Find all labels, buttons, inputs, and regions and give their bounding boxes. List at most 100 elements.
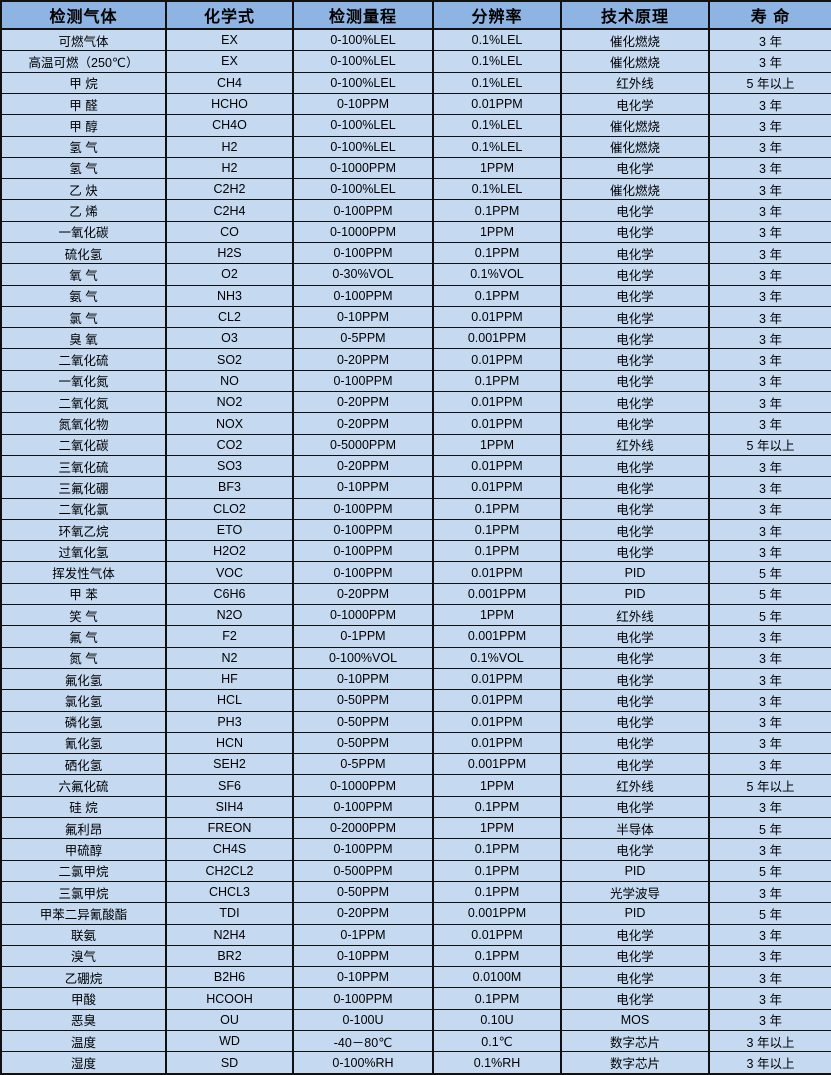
cell-range: 0-1000PPM	[292, 774, 434, 797]
cell-principle: 电化学	[560, 646, 710, 669]
cell-range: 0-50PPM	[292, 731, 434, 755]
cell-formula: FREON	[165, 817, 294, 840]
cell-range: 0-10PPM	[292, 944, 434, 968]
cell-gas: 联氨	[0, 923, 167, 946]
cell-formula: SIH4	[165, 795, 294, 819]
cell-lifespan: 3 年	[708, 50, 831, 73]
cell-lifespan: 3 年	[708, 923, 831, 946]
cell-formula: C2H2	[165, 178, 294, 201]
cell-lifespan: 3 年	[708, 880, 831, 904]
cell-range: 0-100PPM	[292, 369, 434, 393]
table-row: 乙 烯 C2H4 0-100PPM 0.1PPM 电化学 3 年	[0, 199, 831, 222]
cell-principle: 电化学	[560, 753, 710, 776]
cell-formula: CH4	[165, 71, 294, 94]
cell-gas: 笑 气	[0, 604, 167, 627]
cell-resolution: 0.1PPM	[432, 241, 562, 265]
cell-gas: 环氧乙烷	[0, 518, 167, 542]
cell-formula: CH4O	[165, 114, 294, 137]
cell-range: 0-1000PPM	[292, 604, 434, 627]
cell-principle: PID	[560, 561, 710, 584]
cell-lifespan: 3 年	[708, 795, 831, 819]
cell-gas: 氟利昂	[0, 817, 167, 840]
cell-formula: WD	[165, 1029, 294, 1053]
cell-gas: 磷化氢	[0, 710, 167, 733]
cell-resolution: 0.01PPM	[432, 710, 562, 733]
cell-gas: 甲酸	[0, 987, 167, 1010]
cell-range: 0-2000PPM	[292, 817, 434, 840]
cell-principle: 电化学	[560, 454, 710, 478]
cell-formula: HCOOH	[165, 987, 294, 1010]
table-row: 恶臭 OU 0-100U 0.10U MOS 3 年	[0, 1008, 831, 1031]
cell-principle: 电化学	[560, 305, 710, 329]
cell-principle: 电化学	[560, 689, 710, 712]
cell-principle: 光学波导	[560, 880, 710, 904]
cell-formula: C2H4	[165, 199, 294, 222]
cell-principle: 电化学	[560, 497, 710, 520]
table-row: 一氧化氮 NO 0-100PPM 0.1PPM 电化学 3 年	[0, 369, 831, 393]
table-row: 甲 烷 CH4 0-100%LEL 0.1%LEL 红外线 5 年以上	[0, 71, 831, 94]
cell-formula: BR2	[165, 944, 294, 968]
cell-resolution: 0.1%LEL	[432, 135, 562, 158]
cell-formula: N2O	[165, 604, 294, 627]
cell-gas: 硅 烷	[0, 795, 167, 819]
cell-gas: 硫化氢	[0, 241, 167, 265]
cell-range: 0-100U	[292, 1008, 434, 1031]
cell-resolution: 0.1%VOL	[432, 263, 562, 286]
cell-gas: 乙 烯	[0, 199, 167, 222]
table-row: 乙硼烷 B2H6 0-10PPM 0.0100M 电化学 3 年	[0, 966, 831, 989]
cell-gas: 氢 气	[0, 135, 167, 158]
cell-range: 0-30%VOL	[292, 263, 434, 286]
header-principle: 技术原理	[560, 0, 710, 30]
cell-lifespan: 5 年以上	[708, 433, 831, 456]
cell-lifespan: 5 年	[708, 859, 831, 882]
table-row: 三氟化硼 BF3 0-10PPM 0.01PPM 电化学 3 年	[0, 476, 831, 499]
header-row: 检测气体 化学式 检测量程 分辨率 技术原理 寿 命	[0, 0, 831, 30]
cell-lifespan: 3 年	[708, 178, 831, 201]
cell-formula: ETO	[165, 518, 294, 542]
cell-resolution: 0.1%VOL	[432, 646, 562, 669]
table-row: 二氧化硫 SO2 0-20PPM 0.01PPM 电化学 3 年	[0, 348, 831, 371]
cell-formula: HCL	[165, 689, 294, 712]
cell-principle: PID	[560, 859, 710, 882]
cell-gas: 氢 气	[0, 156, 167, 180]
cell-range: 0-100PPM	[292, 838, 434, 861]
table-row: 联氨 N2H4 0-1PPM 0.01PPM 电化学 3 年	[0, 923, 831, 946]
cell-gas: 一氧化氮	[0, 369, 167, 393]
table-row: 氮氧化物 NOX 0-20PPM 0.01PPM 电化学 3 年	[0, 412, 831, 435]
table-row: 氮 气 N2 0-100%VOL 0.1%VOL 电化学 3 年	[0, 646, 831, 669]
header-resolution: 分辨率	[432, 0, 562, 30]
table-row: 可燃气体 EX 0-100%LEL 0.1%LEL 催化燃烧 3 年	[0, 28, 831, 52]
table-row: 甲硫醇 CH4S 0-100PPM 0.1PPM 电化学 3 年	[0, 838, 831, 861]
cell-range: 0-10PPM	[292, 966, 434, 989]
table-row: 氢 气 H2 0-1000PPM 1PPM 电化学 3 年	[0, 156, 831, 180]
cell-resolution: 1PPM	[432, 604, 562, 627]
cell-formula: PH3	[165, 710, 294, 733]
cell-range: 0-100PPM	[292, 987, 434, 1010]
cell-range: 0-100%LEL	[292, 135, 434, 158]
cell-range: 0-100PPM	[292, 795, 434, 819]
cell-resolution: 0.001PPM	[432, 625, 562, 648]
cell-resolution: 0.1%LEL	[432, 178, 562, 201]
cell-gas: 一氧化碳	[0, 220, 167, 244]
cell-formula: SF6	[165, 774, 294, 797]
cell-lifespan: 3 年	[708, 476, 831, 499]
cell-gas: 三氯甲烷	[0, 880, 167, 904]
cell-resolution: 0.01PPM	[432, 305, 562, 329]
cell-range: 0-20PPM	[292, 902, 434, 925]
table-row: 过氧化氢 H2O2 0-100PPM 0.1PPM 电化学 3 年	[0, 540, 831, 563]
table-row: 六氟化硫 SF6 0-1000PPM 1PPM 红外线 5 年以上	[0, 774, 831, 797]
cell-principle: MOS	[560, 1008, 710, 1031]
cell-resolution: 0.01PPM	[432, 454, 562, 478]
cell-gas: 氮 气	[0, 646, 167, 669]
cell-principle: PID	[560, 902, 710, 925]
cell-range: 0-20PPM	[292, 582, 434, 606]
cell-lifespan: 3 年	[708, 305, 831, 329]
cell-gas: 甲硫醇	[0, 838, 167, 861]
cell-formula: H2	[165, 135, 294, 158]
cell-resolution: 0.1%LEL	[432, 114, 562, 137]
cell-gas: 氟 气	[0, 625, 167, 648]
cell-lifespan: 3 年	[708, 667, 831, 691]
table-row: 氧 气 O2 0-30%VOL 0.1%VOL 电化学 3 年	[0, 263, 831, 286]
cell-lifespan: 3 年以上	[708, 1029, 831, 1053]
cell-principle: 电化学	[560, 199, 710, 222]
